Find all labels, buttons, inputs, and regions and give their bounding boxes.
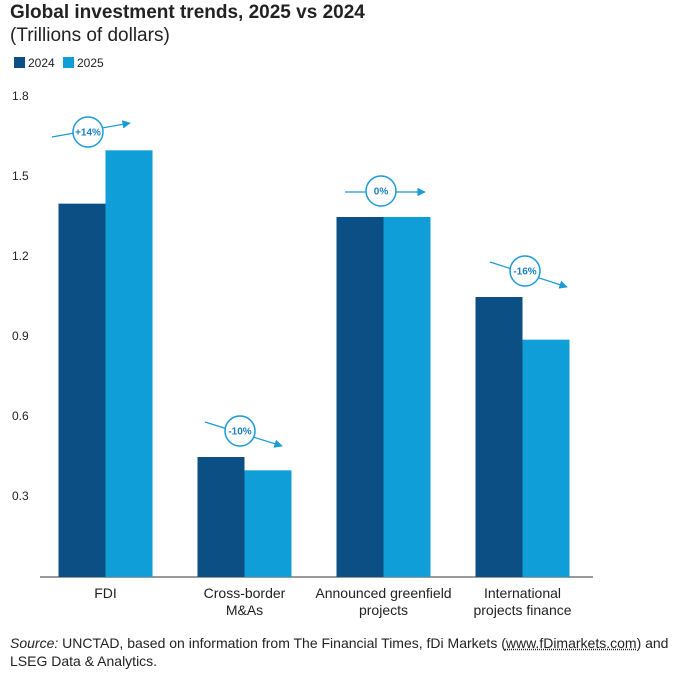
bar (105, 150, 153, 578)
source-note: Source: UNCTAD, based on information fro… (10, 634, 678, 670)
source-link[interactable]: www.fDimarkets.com (505, 635, 637, 651)
annotation-label: -10% (228, 427, 251, 438)
bar (197, 457, 245, 577)
bar (383, 217, 431, 577)
y-tick-label: 1.5 (12, 169, 29, 183)
chart-subtitle: (Trillions of dollars) (10, 25, 170, 46)
x-tick-label: FDI (94, 585, 117, 601)
annotation-circle (224, 415, 256, 447)
bar (244, 470, 292, 577)
x-tick-label: International projects finance (473, 585, 572, 618)
y-tick-label: 0.9 (12, 329, 29, 343)
x-tick-label: Announced greenfield projects (315, 585, 452, 618)
annotation-label: +14% (75, 128, 101, 139)
bar (336, 217, 384, 577)
source-label: Source: (10, 635, 59, 651)
source-text: ) and LSEG Data & Analytics. (10, 635, 669, 669)
annotation-circle (72, 116, 104, 148)
chart-title: Global investment trends, 2025 vs 2024 (10, 2, 365, 23)
legend-swatch (63, 57, 74, 68)
legend-swatch (14, 57, 25, 68)
bar (58, 203, 106, 577)
y-tick-label: 0.3 (12, 489, 29, 503)
annotation-circle (365, 175, 397, 207)
bar (522, 339, 570, 577)
annotation-label: 0% (374, 187, 389, 198)
annotation-label: -16% (513, 267, 536, 278)
legend-label: 2025 (77, 56, 104, 70)
y-tick-label: 1.2 (12, 249, 29, 263)
annotation-circle (509, 255, 541, 287)
legend-label: 2024 (28, 56, 55, 70)
bar (475, 297, 523, 577)
y-tick-label: 1.8 (12, 89, 29, 103)
source-text: UNCTAD, based on information from The Fi… (62, 635, 506, 651)
x-tick-label: Cross-border M&As (203, 585, 286, 618)
y-tick-label: 0.6 (12, 409, 29, 423)
